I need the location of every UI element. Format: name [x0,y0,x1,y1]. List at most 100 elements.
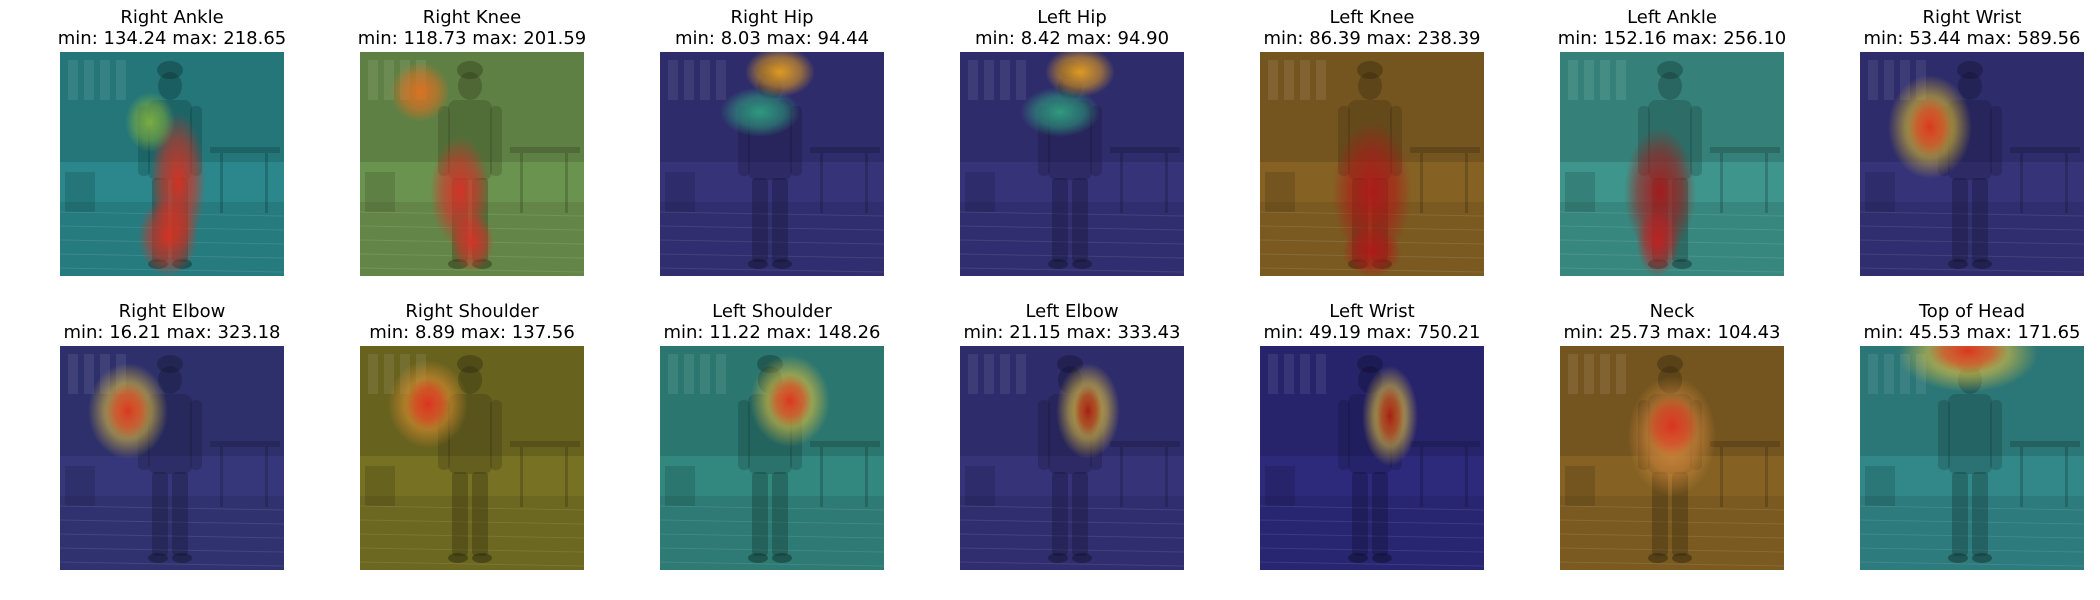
min-label: min: [674,28,715,49]
scene-chair [1865,466,1895,506]
person-shoe [772,259,792,269]
scene-table-leg [565,447,568,507]
scene-window [1268,60,1278,100]
panel-min-max: min: 21.15 max: 333.43 [920,322,1224,343]
scene-window [116,60,126,100]
person-leg [772,472,788,556]
max-label: max: [1366,322,1412,343]
max-label: max: [1066,28,1112,49]
scene-window [1016,354,1026,394]
scene-cobble-line [1860,253,2084,259]
person-shoe [472,553,492,563]
scene-table-leg [2020,153,2023,213]
scene-table-leg [865,153,868,213]
person-arm [1038,400,1050,470]
scene-table-leg [265,447,268,507]
min-value: 8.89 [414,322,456,343]
person-leg [1352,472,1368,556]
scene-chair [1265,466,1295,506]
scene-cobble-line [1560,505,1784,511]
panel-title: Left Wrist [1329,301,1415,322]
heatmap-hotspot [720,87,800,137]
person-leg [1372,472,1388,556]
scene-chair [1265,172,1295,212]
scene-table-leg [565,153,568,213]
heatmap-image [960,52,1184,276]
scene-window [1600,60,1610,100]
person-cap [457,61,483,79]
scene-window [684,60,694,100]
scene-ground [660,202,884,276]
heatmap-hotspot [1074,385,1102,437]
panel-min-max: min: 8.42 max: 94.90 [920,28,1224,49]
scene-table-leg [1765,447,1768,507]
min-value: 86.39 [1309,28,1361,49]
panel-title: Neck [1649,301,1695,322]
person-leg [452,472,468,556]
person-shoe [772,553,792,563]
person-arm [190,400,202,470]
scene-table-leg [520,447,523,507]
scene-table-leg [2065,153,2068,213]
person-leg [1952,472,1968,556]
heatmap-image [660,52,884,276]
person-cap [457,355,483,373]
scene-cobble-line [1860,239,2084,245]
person-shoe [1672,553,1692,563]
person-leg [1952,178,1968,262]
panel-title: Right Wrist [1922,7,2022,28]
heatmap-hotspot [1928,346,2008,373]
person-shoe [1972,259,1992,269]
panel-min-max: min: 134.24 max: 218.65 [20,28,324,49]
max-label: max: [172,28,218,49]
person-shoe [1972,553,1992,563]
scene-cobble-line [960,225,1184,231]
person-cap [1957,61,1983,79]
min-label: min: [663,322,704,343]
panel-min-max: min: 53.44 max: 589.56 [1820,28,2100,49]
min-label: min: [1563,322,1604,343]
heatmap-hotspot [1045,52,1115,97]
max-value: 137.56 [511,322,575,343]
scene-cobble-line [1560,561,1784,567]
person-leg [1052,472,1068,556]
scene-window [700,354,710,394]
scene-cobble-line [660,505,884,511]
heatmap-hotspot [138,197,198,276]
scene-cobble-line [1860,505,2084,511]
scene-chair [365,172,395,212]
scene-cobble-line [360,533,584,539]
heatmap-hotspot [125,92,175,152]
heatmap-hotspot [1020,87,1100,137]
max-value: 333.43 [1117,322,1181,343]
person-torso [1948,394,1992,474]
scene-chair [665,172,695,212]
scene-table [1110,147,1180,153]
max-label: max: [166,322,212,343]
heatmap-hotspot [1646,396,1698,456]
person-leg [1972,472,1988,556]
scene-table-leg [1165,447,1168,507]
person-shoe [748,553,768,563]
min-value: 49.19 [1309,322,1361,343]
scene-cobble-line [360,519,584,525]
scene-table [1410,147,1480,153]
scene-cobble-line [660,267,884,273]
scene-cobble-line [1860,561,2084,567]
scene-ground [1860,202,2084,276]
max-label: max: [766,322,812,343]
scene-cobble-line [1860,519,2084,525]
scene-table-leg [2020,447,2023,507]
heatmap-hotspot [1376,386,1404,446]
scene-chair [665,466,695,506]
person-arm [1990,400,2002,470]
scene-window [1600,354,1610,394]
scene-cobble-line [1860,225,2084,231]
person-head [458,72,482,100]
scene-window [84,354,94,394]
panel-title: Left Shoulder [712,301,832,322]
scene-chair [965,466,995,506]
scene-table [210,147,280,153]
heatmap-overlay [1860,52,2084,276]
person-arm [1690,106,1702,176]
